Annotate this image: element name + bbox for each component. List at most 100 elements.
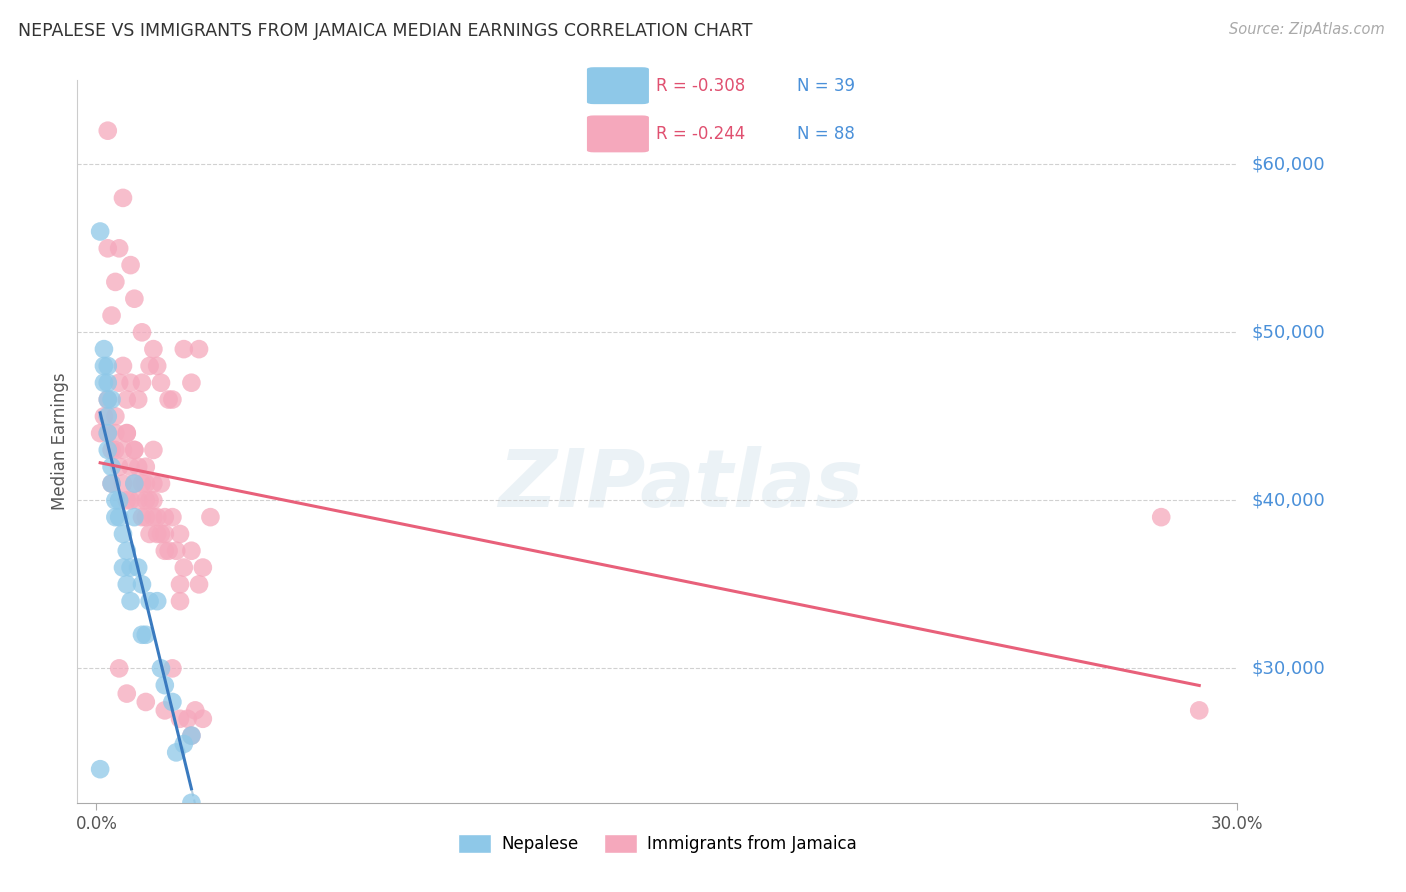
Point <box>146 527 169 541</box>
Point <box>97 442 120 457</box>
Point <box>180 543 202 558</box>
Point <box>153 527 176 541</box>
Point <box>173 342 195 356</box>
Point <box>153 703 176 717</box>
Point <box>115 687 138 701</box>
Point <box>111 359 134 373</box>
Point <box>153 510 176 524</box>
Point <box>115 577 138 591</box>
Point <box>131 326 153 340</box>
Point <box>169 527 191 541</box>
Point <box>93 376 115 390</box>
Point <box>104 409 127 424</box>
Point <box>111 560 134 574</box>
Point <box>188 342 211 356</box>
Point <box>162 661 184 675</box>
Point <box>111 442 134 457</box>
Point <box>153 678 176 692</box>
Point <box>104 426 127 441</box>
Point <box>135 493 157 508</box>
Point <box>150 476 173 491</box>
Point <box>97 124 120 138</box>
Point <box>191 560 214 574</box>
Point <box>93 359 115 373</box>
Point <box>89 426 111 441</box>
Point <box>108 241 131 255</box>
Point <box>120 376 142 390</box>
Point <box>115 543 138 558</box>
Point <box>97 426 120 441</box>
Point <box>124 476 146 491</box>
Point <box>138 594 160 608</box>
Point <box>108 376 131 390</box>
Point <box>131 577 153 591</box>
Point <box>131 476 153 491</box>
Point <box>108 493 131 508</box>
Point <box>127 392 149 407</box>
FancyBboxPatch shape <box>586 115 650 153</box>
Point <box>115 493 138 508</box>
Point <box>100 309 122 323</box>
Point <box>97 426 120 441</box>
Point <box>131 376 153 390</box>
Point <box>120 493 142 508</box>
Point <box>108 510 131 524</box>
Point <box>124 442 146 457</box>
Point <box>138 527 160 541</box>
Point <box>153 543 176 558</box>
Point <box>135 695 157 709</box>
Point <box>146 510 169 524</box>
Text: $40,000: $40,000 <box>1251 491 1324 509</box>
Text: N = 88: N = 88 <box>797 125 855 143</box>
Point <box>89 762 111 776</box>
Point <box>165 543 187 558</box>
Point <box>104 275 127 289</box>
Point <box>115 392 138 407</box>
Point <box>124 510 146 524</box>
Point <box>150 376 173 390</box>
Point <box>169 594 191 608</box>
Point <box>146 594 169 608</box>
Point <box>124 476 146 491</box>
Text: $30,000: $30,000 <box>1251 659 1324 677</box>
Point <box>138 359 160 373</box>
Point <box>120 560 142 574</box>
FancyBboxPatch shape <box>586 67 650 104</box>
Point <box>135 476 157 491</box>
Point <box>97 392 120 407</box>
Point <box>135 510 157 524</box>
Point <box>169 712 191 726</box>
Point <box>157 543 180 558</box>
Point <box>111 191 134 205</box>
Point <box>180 796 202 810</box>
Text: NEPALESE VS IMMIGRANTS FROM JAMAICA MEDIAN EARNINGS CORRELATION CHART: NEPALESE VS IMMIGRANTS FROM JAMAICA MEDI… <box>18 22 752 40</box>
Point <box>162 392 184 407</box>
Point <box>120 459 142 474</box>
Point <box>162 510 184 524</box>
Point <box>138 493 160 508</box>
Point <box>165 745 187 759</box>
Point <box>97 409 120 424</box>
Point <box>104 510 127 524</box>
Point <box>184 703 207 717</box>
Point <box>135 459 157 474</box>
Point <box>111 476 134 491</box>
Point <box>173 737 195 751</box>
Point <box>180 729 202 743</box>
Point <box>150 661 173 675</box>
Point <box>150 527 173 541</box>
Point <box>169 577 191 591</box>
Point <box>191 712 214 726</box>
Point <box>97 376 120 390</box>
Point <box>104 493 127 508</box>
Point <box>173 560 195 574</box>
Point <box>120 258 142 272</box>
Point <box>176 712 198 726</box>
Point <box>131 628 153 642</box>
Point <box>100 442 122 457</box>
Text: R = -0.244: R = -0.244 <box>655 125 745 143</box>
Point <box>142 493 165 508</box>
Point <box>157 392 180 407</box>
Point <box>162 695 184 709</box>
Point <box>146 359 169 373</box>
